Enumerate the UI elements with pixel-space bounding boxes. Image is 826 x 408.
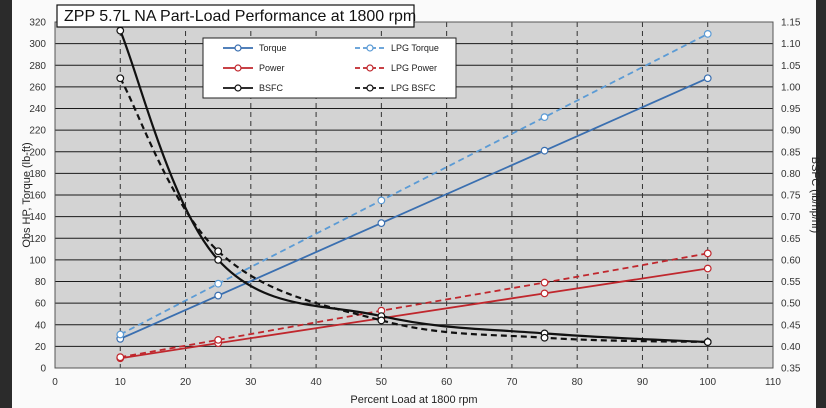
y-tick-label: 100 [29,255,46,266]
legend-swatch-marker [234,44,242,52]
legend-swatch-marker [366,84,374,92]
x-tick-label: 90 [637,377,649,388]
data-point [540,289,549,298]
y-axis-label: Obs HP, Torque (lb-ft) [21,142,33,247]
y-tick-label: 140 [29,212,46,223]
y-tick-label: 120 [29,234,46,245]
y-tick-label: 260 [29,82,46,93]
data-point [116,353,125,362]
data-point [116,26,125,35]
series-bsfc [116,26,712,346]
y-tick-label: 40 [35,320,47,331]
y2-tick-label: 0.95 [781,104,801,115]
y2-tick-label: 0.70 [781,212,801,223]
x-tick-label: 10 [115,377,127,388]
y2-tick-label: 0.85 [781,147,801,158]
data-point [703,264,712,273]
y2-tick-label: 1.05 [781,61,801,72]
series-line [119,77,708,344]
data-point [540,333,549,342]
y2-tick-label: 0.45 [781,320,801,331]
data-point [540,113,549,122]
x-tick-label: 60 [441,377,453,388]
data-point [540,278,549,287]
x-tick-label: 20 [180,377,192,388]
y2-tick-label: 0.80 [781,169,801,180]
y-tick-label: 240 [29,104,46,115]
x-axis-ticks: 0 10 20 30 40 50 60 70 80 90 100 110 [52,377,781,388]
grid-lines [54,21,774,369]
y2-tick-label: 0.75 [781,191,801,202]
data-point [116,330,125,339]
data-point [540,146,549,155]
y-tick-label: 280 [29,61,46,72]
title-box [56,4,415,28]
data-point [377,219,386,228]
y2-tick-label: 1.00 [781,82,801,93]
y2-tick-label: 0.55 [781,277,801,288]
y2-tick-label: 1.10 [781,39,801,50]
series-line [119,30,708,344]
data-point [214,335,223,344]
data-point [703,29,712,38]
y-tick-label: 320 [29,18,46,29]
x-tick-label: 100 [699,377,716,388]
data-point [703,249,712,258]
data-point [214,247,223,256]
legend-swatch-marker [366,64,374,72]
y2-tick-label: 0.50 [781,299,801,310]
y-tick-label: 160 [29,191,46,202]
legend: Torque LPG Torque Power LPG Power BSFC LPG BS… [202,37,457,99]
y-tick-label: 220 [29,126,46,137]
y-tick-label: 300 [29,39,46,50]
series-lpg-bsfc [116,74,712,346]
data-point [214,255,223,264]
data-point [214,291,223,300]
y-tick-label: 80 [35,277,47,288]
x-tick-label: 40 [311,377,323,388]
data-point [377,196,386,205]
series-layer [116,26,712,363]
y2-tick-label: 0.35 [781,364,801,375]
y2-tick-label: 0.65 [781,234,801,245]
y2-tick-label: 0.40 [781,342,801,353]
x-tick-label: 30 [245,377,257,388]
y2-tick-label: 0.90 [781,126,801,137]
legend-swatch-marker [234,64,242,72]
y2-tick-label: 1.15 [781,18,801,29]
y2-axis-label: BSFC (lb/hp/hr) [809,157,821,233]
data-point [116,74,125,83]
data-point [377,316,386,325]
legend-label: Torque [259,43,287,53]
legend-label: LPG Power [391,63,437,73]
x-tick-label: 70 [506,377,518,388]
chart-title: ZPP 5.7L NA Part-Load Performance at 180… [64,8,416,25]
series-lpg-power [116,249,712,362]
legend-swatch-marker [234,84,242,92]
y-axis-ticks: 0 20 40 60 80 100 120 140 160 180 200 220 240 260 280 3… [29,18,46,375]
y2-axis-ticks: 0.35 0.40 0.45 0.50 0.55 0.60 0.65 0.70 0.75 0.80… [781,18,801,375]
y-tick-label: 0 [40,364,46,375]
legend-label: BSFC [259,83,284,93]
legend-label: Power [259,63,285,73]
legend-swatch-marker [366,44,374,52]
x-axis-label: Percent Load at 1800 rpm [350,394,477,406]
y-tick-label: 20 [35,342,47,353]
x-tick-label: 0 [52,377,58,388]
x-tick-label: 50 [376,377,388,388]
y-tick-label: 180 [29,169,46,180]
legend-label: LPG Torque [391,43,439,53]
data-point [214,279,223,288]
y2-tick-label: 0.60 [781,255,801,266]
data-point [703,338,712,346]
y-tick-label: 200 [29,147,46,158]
legend-label: LPG BSFC [391,83,436,93]
x-tick-label: 80 [572,377,584,388]
series-lpg-torque [116,29,712,339]
data-point [703,74,712,83]
x-tick-label: 110 [765,377,781,388]
y-tick-label: 60 [35,299,47,310]
